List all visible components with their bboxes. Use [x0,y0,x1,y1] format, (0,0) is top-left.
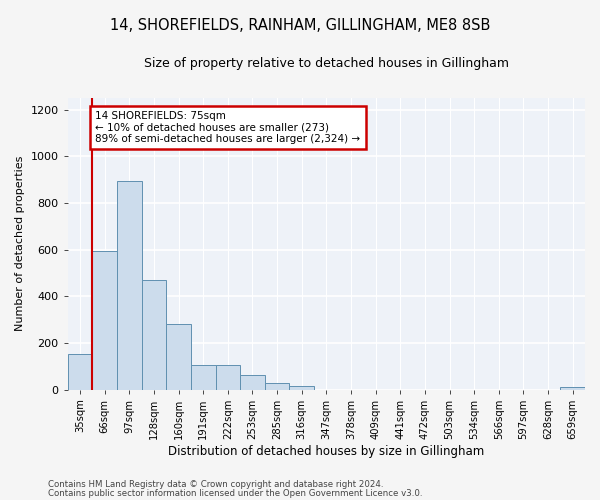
Bar [92,252,117,390]
Bar [265,383,289,390]
Bar [560,387,585,390]
Text: 14 SHOREFIELDS: 75sqm
← 10% of detached houses are smaller (273)
89% of semi-det: 14 SHOREFIELDS: 75sqm ← 10% of detached … [95,111,361,144]
Text: Contains public sector information licensed under the Open Government Licence v3: Contains public sector information licen… [48,488,422,498]
Title: Size of property relative to detached houses in Gillingham: Size of property relative to detached ho… [144,58,509,70]
Bar [142,280,166,390]
Y-axis label: Number of detached properties: Number of detached properties [15,156,25,332]
Text: Contains HM Land Registry data © Crown copyright and database right 2024.: Contains HM Land Registry data © Crown c… [48,480,383,489]
Bar [289,386,314,390]
Text: 14, SHOREFIELDS, RAINHAM, GILLINGHAM, ME8 8SB: 14, SHOREFIELDS, RAINHAM, GILLINGHAM, ME… [110,18,490,32]
Bar [166,324,191,390]
Bar [240,375,265,390]
Bar [215,365,240,390]
Bar [191,365,215,390]
Bar [68,354,92,390]
X-axis label: Distribution of detached houses by size in Gillingham: Distribution of detached houses by size … [168,444,484,458]
Bar [117,182,142,390]
